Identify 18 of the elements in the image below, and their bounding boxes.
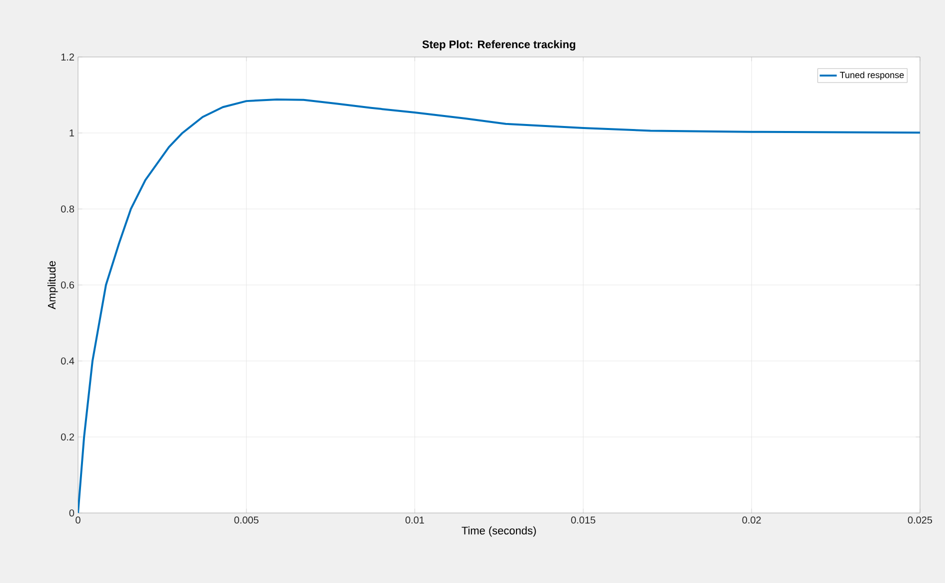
x-tick-label: 0.01 <box>406 516 424 524</box>
y-tick-label: 0.6 <box>61 281 74 289</box>
y-axis-title: Amplitude <box>48 261 58 310</box>
x-tick-label: 0.005 <box>234 516 258 524</box>
y-tick-label: 0 <box>69 509 74 517</box>
x-tick-label: 0.02 <box>742 516 761 524</box>
y-tick-label: 0.8 <box>61 205 74 213</box>
x-tick-label: 0.025 <box>908 516 932 524</box>
x-tick-label: 0 <box>76 516 80 524</box>
line-series <box>78 98 920 513</box>
x-tick-label: 0.015 <box>571 516 596 524</box>
chart-title: Step Plot: Reference tracking <box>422 40 576 50</box>
legend-label: Tuned response <box>840 72 904 80</box>
y-tick-label: 1.2 <box>61 54 74 60</box>
y-tick-label: 0.2 <box>61 433 74 441</box>
y-tick-label: 1 <box>70 130 74 136</box>
x-axis-title: Time (seconds) <box>462 526 536 537</box>
y-tick-label: 0.4 <box>61 357 74 365</box>
